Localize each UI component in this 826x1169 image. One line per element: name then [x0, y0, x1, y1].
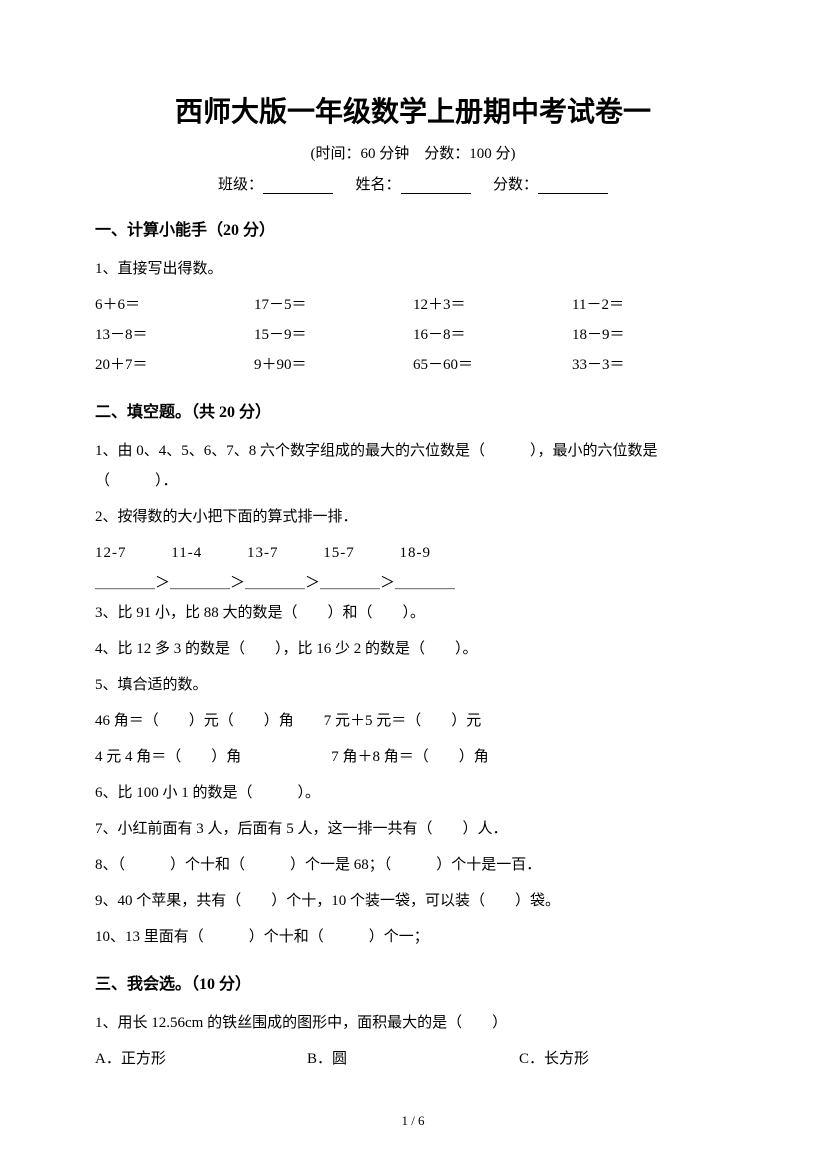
s2-q2-seq: ＿＿＿＿＞＿＿＿＿＞＿＿＿＿＞＿＿＿＿＞＿＿＿＿	[95, 568, 731, 598]
calc-cell: 33－3＝	[572, 350, 731, 380]
calc-cell: 20＋7＝	[95, 350, 254, 380]
choice-b: B．圆	[307, 1044, 519, 1074]
calc-cell: 16－8＝	[413, 320, 572, 350]
s2-q1: 1、由 0、4、5、6、7、8 六个数字组成的最大的六位数是（ ），最小的六位数…	[95, 436, 731, 496]
calc-cell: 12＋3＝	[413, 290, 572, 320]
class-label: 班级：	[218, 177, 263, 193]
s3-q1-choices: A．正方形 B．圆 C．长方形	[95, 1044, 731, 1074]
section3-header: 三、我会选。（10 分）	[95, 970, 731, 994]
s2-q10: 10、13 里面有（ ）个十和（ ）个一；	[95, 922, 731, 952]
calc-cell: 15－9＝	[254, 320, 413, 350]
seq-item: 18-9	[399, 538, 431, 568]
page-number: 1 / 6	[0, 1113, 826, 1129]
section2-header: 二、填空题。（共 20 分）	[95, 398, 731, 422]
name-label: 姓名：	[355, 177, 400, 193]
s2-q8: 8、（ ）个十和（ ）个一是 68；（ ）个十是一百．	[95, 850, 731, 880]
calc-cell: 18－9＝	[572, 320, 731, 350]
calc-cell: 6＋6＝	[95, 290, 254, 320]
calc-row: 20＋7＝ 9＋90＝ 65－60＝ 33－3＝	[95, 350, 731, 380]
s2-q5: 5、填合适的数。	[95, 670, 731, 700]
calc-row: 6＋6＝ 17－5＝ 12＋3＝ 11－2＝	[95, 290, 731, 320]
name-blank[interactable]	[401, 178, 471, 194]
seq-item: 15-7	[323, 538, 355, 568]
calc-cell: 11－2＝	[572, 290, 731, 320]
s2-q9: 9、40 个苹果，共有（ ）个十，10 个装一袋，可以装（ ）袋。	[95, 886, 731, 916]
s2-q7: 7、小红前面有 3 人，后面有 5 人，这一排一共有（ ）人．	[95, 814, 731, 844]
calc-cell: 13－8＝	[95, 320, 254, 350]
class-blank[interactable]	[263, 178, 333, 194]
s2-q2: 2、按得数的大小把下面的算式排一排．	[95, 502, 731, 532]
calc-cell: 65－60＝	[413, 350, 572, 380]
s2-q2-items: 12-7 11-4 13-7 15-7 18-9	[95, 538, 731, 568]
seq-item: 11-4	[171, 538, 202, 568]
choice-a: A．正方形	[95, 1044, 307, 1074]
exam-title: 西师大版一年级数学上册期中考试卷一	[95, 90, 731, 130]
s1-q1-label: 1、直接写出得数。	[95, 254, 731, 284]
calc-row: 13－8＝ 15－9＝ 16－8＝ 18－9＝	[95, 320, 731, 350]
s2-q6: 6、比 100 小 1 的数是（ ）。	[95, 778, 731, 808]
student-info-line: 班级： 姓名： 分数：	[95, 173, 731, 194]
s3-q1: 1、用长 12.56cm 的铁丝围成的图形中，面积最大的是（ ）	[95, 1008, 731, 1038]
choice-c: C．长方形	[519, 1044, 731, 1074]
section1-header: 一、计算小能手（20 分）	[95, 216, 731, 240]
score-blank[interactable]	[538, 178, 608, 194]
s2-q5-line1: 46 角＝（ ）元（ ）角 7 元＋5 元＝（ ）元	[95, 706, 731, 736]
seq-item: 12-7	[95, 538, 127, 568]
s2-q4: 4、比 12 多 3 的数是（ ），比 16 少 2 的数是（ ）。	[95, 634, 731, 664]
seq-item: 13-7	[247, 538, 279, 568]
calc-cell: 17－5＝	[254, 290, 413, 320]
s2-q5-line2: 4 元 4 角＝（ ）角 7 角＋8 角＝（ ）角	[95, 742, 731, 772]
calc-cell: 9＋90＝	[254, 350, 413, 380]
s2-q3: 3、比 91 小，比 88 大的数是（ ）和（ ）。	[95, 598, 731, 628]
exam-subtitle: (时间：60 分钟 分数：100 分)	[95, 142, 731, 163]
score-label: 分数：	[493, 177, 538, 193]
